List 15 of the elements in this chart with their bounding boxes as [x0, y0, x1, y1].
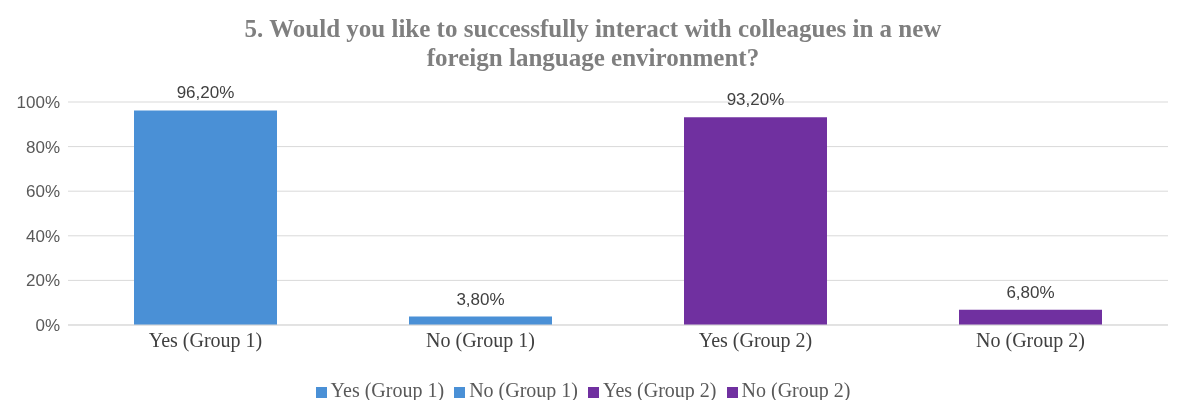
data-label: 96,20%: [176, 83, 235, 103]
y-tick-label: 20%: [25, 271, 60, 291]
y-tick-label: 100%: [16, 93, 60, 113]
x-tick-label: Yes (Group 2): [698, 329, 813, 353]
y-tick-label: 40%: [25, 226, 60, 246]
x-tick-label: Yes (Group 1): [148, 329, 263, 353]
x-tick-label: No (Group 1): [426, 329, 535, 353]
chart-title: 5. Would you like to successfully interact with colleagues in a new foreign language environment?: [243, 14, 943, 72]
data-label: 93,20%: [726, 90, 785, 110]
y-tick-label: 0%: [35, 316, 60, 336]
y-tick-label: 60%: [25, 182, 60, 202]
data-label: 3,80%: [456, 289, 505, 309]
y-tick-label: 80%: [25, 137, 60, 157]
x-tick-label: No (Group 2): [976, 329, 1085, 353]
data-label: 6,80%: [1006, 282, 1055, 302]
